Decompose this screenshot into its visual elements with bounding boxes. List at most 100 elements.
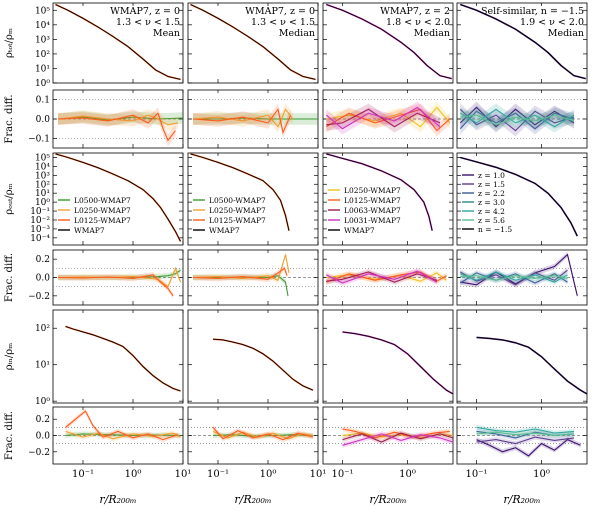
profile-line-reference: [342, 331, 454, 395]
panel-frame: [456, 2, 588, 84]
scatter-band: [460, 109, 574, 131]
y-tick-label: 0.0: [36, 115, 51, 125]
profile-line-reference: [190, 153, 290, 231]
panel-title-line: WMAP7, z = 2: [380, 6, 450, 17]
diff-line: [460, 271, 568, 283]
scatter-band: [193, 103, 291, 139]
y-tick-label: 10⁵: [35, 153, 50, 163]
y-tick-label: 0.2: [36, 415, 50, 425]
y-axis-label: ρᵢₙ/ρₘ: [4, 343, 15, 371]
scatter-band: [460, 267, 568, 288]
diff-line: [325, 106, 441, 130]
legend-label: L0125-WMAP7: [74, 216, 131, 225]
profile-line-reference: [460, 157, 578, 237]
profile-line-accent: [476, 336, 588, 395]
panel-title-line: Median: [279, 28, 315, 39]
scatter-band: [326, 103, 450, 137]
scatter-band: [193, 251, 289, 283]
y-tick-label: 10⁻¹: [30, 207, 50, 217]
x-tick-label: 10⁰: [399, 469, 416, 480]
legend-label: L0031-WMAP7: [344, 216, 401, 225]
diff-line: [342, 428, 450, 439]
legend-label: z = 2.2: [478, 189, 505, 198]
diff-line: [326, 270, 438, 284]
legend-label: z = 1.5: [478, 180, 505, 189]
diff-line: [192, 267, 288, 280]
panel-r4-c1: [187, 309, 319, 404]
diff-line: [476, 431, 575, 437]
y-tick-label: 10⁴: [35, 21, 50, 31]
diff-line: [476, 436, 575, 445]
legend-label: z = 5.6: [478, 216, 505, 225]
scatter-band: [460, 101, 574, 133]
x-tick-label: 10⁻¹: [331, 469, 353, 480]
panel-r0-c3: [456, 2, 588, 84]
legend-label: z = 3.0: [478, 198, 505, 207]
y-tick-label: 0.0: [36, 432, 51, 442]
panel-title-line: 1.3 < ν < 1.5: [116, 17, 180, 28]
diff-line: [212, 427, 314, 441]
diff-line: [57, 266, 182, 288]
legend-label: L0250-WMAP7: [344, 186, 401, 195]
panel-r0-c1: [187, 2, 319, 84]
panel-frame: [322, 2, 454, 84]
scatter-band: [460, 105, 574, 135]
x-axis-label: r/R₂₀₀ₘ: [369, 493, 406, 506]
scatter-band: [460, 270, 568, 286]
legend-label: L0500-WMAP7: [74, 196, 131, 205]
y-axis-label: Frac. diff.: [4, 253, 15, 302]
panel-title-line: 1.9 < ν < 2.0: [520, 17, 584, 28]
scatter-band: [65, 429, 181, 442]
scatter-band: [58, 272, 173, 299]
scatter-band: [58, 107, 176, 147]
legend-label: L0125-WMAP7: [344, 196, 401, 205]
panel-frame: [322, 152, 454, 246]
y-tick-label: 10⁰: [35, 198, 50, 208]
y-tick-label: 10⁻⁴: [30, 234, 50, 244]
legend-label: z = 1.0: [478, 171, 505, 180]
panel-frame: [456, 152, 588, 246]
y-tick-label: 10²: [35, 324, 50, 334]
legend-label: z = 4.2: [478, 207, 505, 216]
y-tick-label: −0.1: [28, 134, 50, 144]
diff-line: [326, 272, 447, 282]
profile-line-reference: [65, 325, 181, 392]
diff-line: [326, 108, 441, 128]
panel-r5-c3: 10⁻¹ 10⁰ r/R₂₀₀ₘ: [456, 406, 588, 506]
panel-r4-c0: 10⁰ 10¹ 10²: [35, 309, 184, 407]
x-tick-label: 10¹: [310, 469, 327, 480]
panel-r3-c2: [322, 249, 454, 306]
panel-r5-c0: −0.2 0.0 0.2 10⁻¹ 10⁰ 10¹ r/R₂₀₀ₘ: [28, 406, 191, 506]
legend-label: WMAP7: [74, 226, 105, 235]
y-tick-label: 10¹: [35, 64, 50, 74]
panel-frame: [322, 309, 454, 404]
scatter-band: [460, 103, 574, 137]
legend-label: L0125-WMAP7: [209, 216, 266, 225]
panel-frame: [52, 309, 184, 404]
y-tick-label: 10⁰: [35, 397, 50, 407]
x-axis-label: r/R₂₀₀ₘ: [99, 493, 136, 506]
scatter-band: [342, 430, 453, 445]
diff-line: [192, 254, 290, 282]
diff-line: [57, 114, 179, 126]
panel-frame: [187, 2, 319, 84]
diff-line: [460, 108, 575, 128]
panel-r0-c2: [322, 2, 454, 84]
panel-r2-c1: [187, 152, 319, 246]
diff-line: [192, 107, 292, 135]
axes-layer: 10⁰10¹10²10³10⁴10⁵ρₜₒₜ/ρₘ−0.10.00.1Frac.…: [4, 2, 588, 506]
x-tick-label: 10⁰: [533, 469, 550, 480]
legend-label: L0250-WMAP7: [74, 206, 131, 215]
diff-line: [459, 106, 575, 128]
y-tick-label: 10⁰: [35, 79, 50, 89]
x-axis-label: r/R₂₀₀ₘ: [234, 493, 271, 506]
profile-line-reference: [212, 338, 314, 391]
scatter-band: [65, 408, 178, 442]
diff-line: [476, 438, 581, 457]
panel-r5-c1: 10⁻¹ 10⁰ 10¹ r/R₂₀₀ₘ: [187, 406, 327, 506]
profile-line-reference: [476, 336, 588, 395]
diff-line: [57, 274, 174, 297]
panel-r4-c2: [322, 309, 454, 404]
diff-line: [57, 112, 176, 142]
